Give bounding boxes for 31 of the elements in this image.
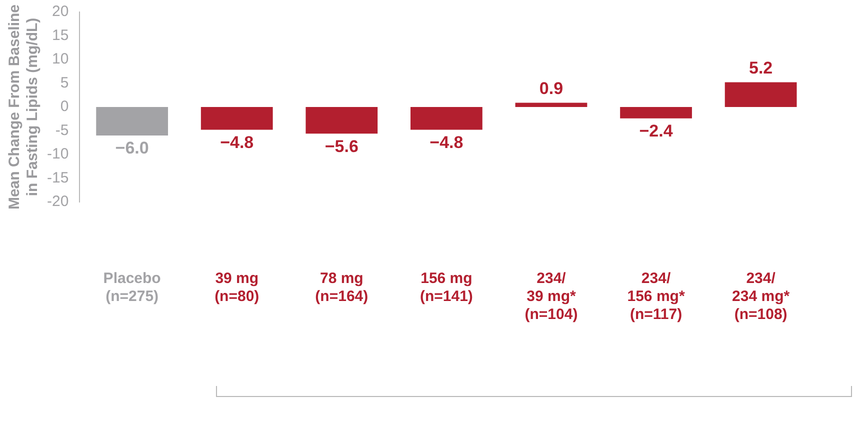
data-label: −4.8 <box>430 132 464 152</box>
x-tick-label: 234/ 156 mg* (n=117) <box>627 270 685 324</box>
x-tick-label: 234/ 234 mg* (n=108) <box>732 270 790 324</box>
x-tick-label: 156 mg (n=141) <box>420 270 473 306</box>
y-tick-label: 5 <box>60 74 69 92</box>
y-tick-label: -5 <box>55 122 69 139</box>
data-label: 0.9 <box>539 78 564 98</box>
bar <box>724 82 797 107</box>
y-tick-label: 15 <box>52 26 69 44</box>
bar <box>515 102 588 107</box>
y-tick-label: 0 <box>60 98 69 116</box>
data-label: −2.4 <box>639 122 674 141</box>
x-tick-label: 78 mg (n=164) <box>315 270 368 306</box>
y-axis-title: Mean Change From Baseline in Fasting Lipids (mg/dL) <box>6 4 42 210</box>
data-label: −4.8 <box>220 132 254 152</box>
bar <box>306 107 378 134</box>
y-tick-label: 10 <box>52 50 69 68</box>
data-label: 5.2 <box>748 58 773 78</box>
y-tick-label: -15 <box>46 169 69 186</box>
bar <box>96 107 168 136</box>
y-tick-label: 20 <box>52 3 69 20</box>
bar <box>410 107 482 130</box>
bar <box>200 107 273 130</box>
x-tick-label: 234/ 39 mg* (n=104) <box>524 270 578 324</box>
x-tick-label: 39 mg (n=80) <box>214 270 260 306</box>
data-label: −6.0 <box>115 138 149 158</box>
x-tick-label: Placebo (n=275) <box>103 270 161 306</box>
y-tick-label: -10 <box>46 146 69 163</box>
data-label: −5.6 <box>324 136 358 156</box>
bar <box>620 107 692 118</box>
y-tick-label: -20 <box>46 193 69 210</box>
